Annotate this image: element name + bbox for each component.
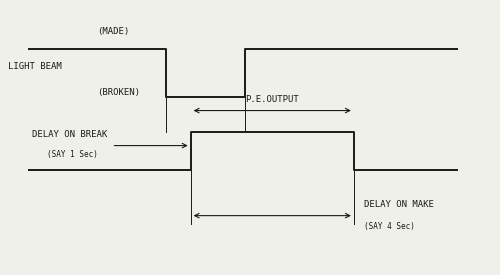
Text: P.E.OUTPUT: P.E.OUTPUT <box>246 95 299 104</box>
Text: DELAY ON BREAK: DELAY ON BREAK <box>32 130 108 139</box>
Text: (SAY 4 Sec): (SAY 4 Sec) <box>364 222 414 231</box>
Text: (SAY 1 Sec): (SAY 1 Sec) <box>48 150 98 159</box>
Text: (MADE): (MADE) <box>96 28 129 37</box>
Text: LIGHT BEAM: LIGHT BEAM <box>8 62 62 71</box>
Text: (BROKEN): (BROKEN) <box>96 88 140 97</box>
Text: DELAY ON MAKE: DELAY ON MAKE <box>364 200 434 209</box>
